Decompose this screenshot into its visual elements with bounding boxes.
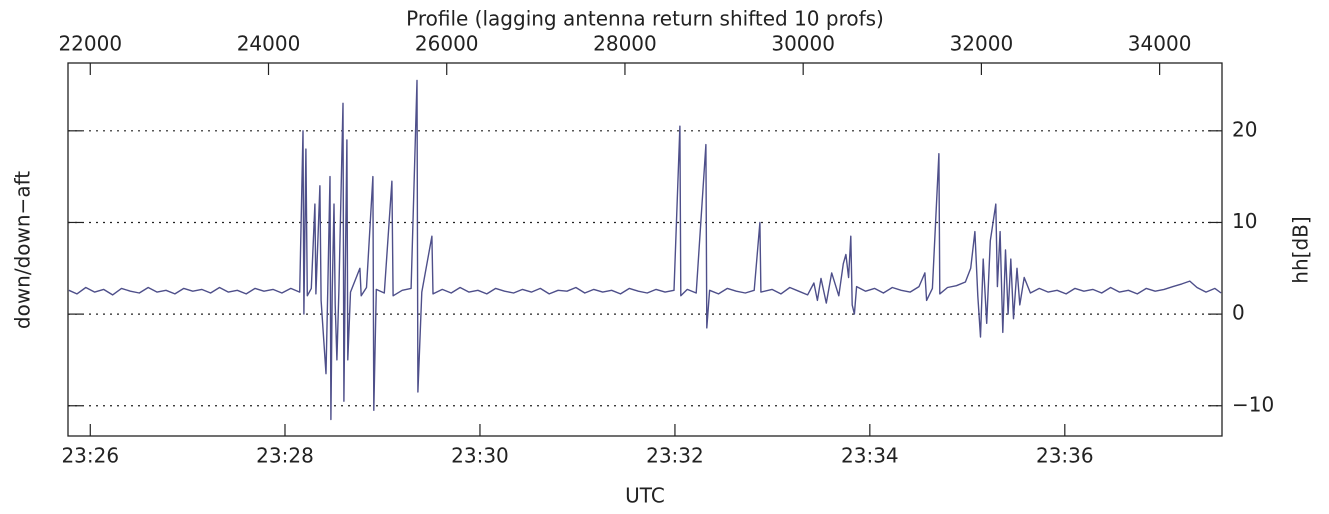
x-tick-label: 23:34	[841, 444, 899, 468]
x2-tick-label: 34000	[1128, 32, 1192, 56]
x-tick-label: 23:26	[61, 444, 119, 468]
x2-tick-label: 26000	[415, 32, 479, 56]
y2-tick-label: 10	[1232, 209, 1257, 233]
y-axis-title: down/down−aft	[11, 171, 35, 329]
x-axis-title: UTC	[625, 484, 665, 508]
plot-frame	[67, 62, 1223, 437]
x2-tick-label: 30000	[771, 32, 835, 56]
data-line	[68, 79, 1222, 421]
x-tick-label: 23:30	[451, 444, 509, 468]
x-tick-label: 23:32	[646, 444, 704, 468]
y2-tick-label: −10	[1232, 392, 1274, 416]
y2-tick-label: 0	[1232, 301, 1245, 325]
y2-axis-title: hh[dB]	[1289, 216, 1313, 283]
x2-tick-label: 28000	[593, 32, 657, 56]
x-tick-label: 23:28	[256, 444, 314, 468]
x-tick-label: 23:36	[1036, 444, 1094, 468]
x2-tick-label: 24000	[237, 32, 301, 56]
x2-tick-label: 32000	[950, 32, 1014, 56]
top-axis-title: Profile (lagging antenna return shifted …	[406, 7, 884, 31]
x2-tick-label: 22000	[58, 32, 122, 56]
y2-tick-label: 20	[1232, 117, 1257, 141]
